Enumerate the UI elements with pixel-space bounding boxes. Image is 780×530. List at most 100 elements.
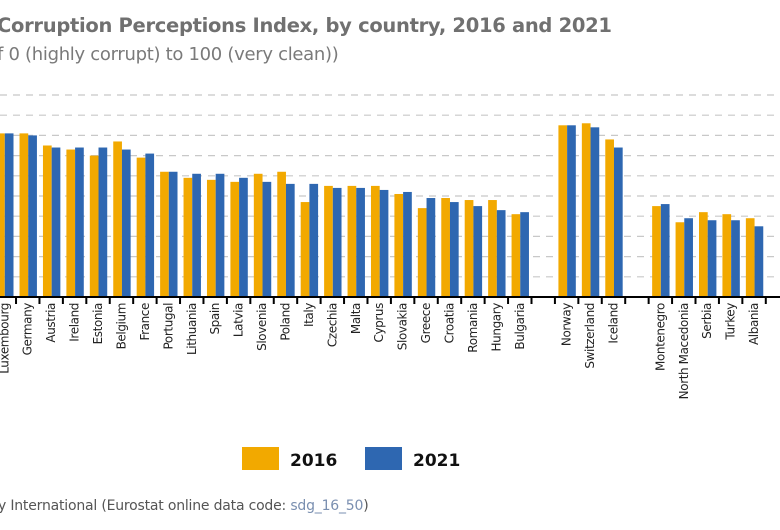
x-tick-label: Slovakia [396, 303, 410, 350]
bar-2021 [145, 153, 155, 297]
x-tick-label: Turkey [724, 303, 738, 341]
bar-2016 [253, 173, 263, 297]
data-code-link[interactable]: sdg_16_50 [290, 498, 364, 514]
x-tick-label: Lithuania [185, 303, 199, 355]
bar-2021 [51, 147, 61, 297]
bar-2021 [309, 183, 319, 297]
bar-2021 [403, 191, 412, 297]
bar-2021 [28, 135, 37, 297]
bar-2016 [89, 155, 99, 297]
x-tick-label: Poland [278, 303, 292, 341]
bar-2021 [262, 181, 272, 297]
x-tick-label: Switzerland [583, 303, 597, 369]
bar-2016 [675, 222, 685, 297]
x-tick-label: Italy [302, 303, 316, 327]
bar-2016 [160, 171, 169, 297]
legend-swatch-2021 [365, 447, 402, 470]
bar-2021 [192, 173, 201, 297]
legend-swatch-2016 [242, 447, 279, 470]
bar-2016 [136, 157, 146, 297]
bar-2016 [206, 179, 216, 297]
x-tick-label: Germany [21, 303, 35, 356]
x-tick-label: Albania [747, 303, 761, 345]
bar-2021 [215, 173, 225, 297]
chart-title: Corruption Perceptions Index, by country… [0, 14, 612, 37]
bar-2021 [121, 149, 131, 297]
bar-2016 [558, 125, 568, 297]
bar-2016 [230, 181, 240, 297]
bar-2021 [707, 220, 717, 297]
x-tick-label: Norway [560, 303, 574, 346]
bar-2021 [754, 226, 764, 297]
bar-2021 [239, 177, 248, 297]
bar-2021 [473, 206, 483, 297]
legend-label: 2016 [290, 451, 337, 471]
x-tick-label: Croatia [442, 303, 456, 343]
x-tick-label: Greece [419, 303, 433, 343]
x-tick-label: Austria [44, 303, 58, 343]
x-tick-label: Belgium [114, 303, 128, 349]
bar-2021 [496, 210, 506, 297]
x-tick-label: Slovenia [255, 303, 269, 351]
bar-2016 [66, 149, 76, 297]
bar-2016 [42, 145, 52, 297]
legend-label: 2021 [413, 451, 460, 471]
bar-2021 [98, 147, 108, 297]
bar-2016 [441, 198, 450, 297]
bar-2016 [488, 200, 497, 297]
bar-2016 [19, 133, 29, 297]
bar-2021 [590, 127, 600, 297]
x-tick-label: Montenegro [653, 303, 667, 371]
bar-2016 [699, 212, 708, 297]
bar-2021 [426, 198, 436, 297]
bar-2016 [277, 171, 286, 297]
x-tick-label: Iceland [606, 303, 620, 344]
source-note: y International (Eurostat online data co… [0, 498, 369, 514]
bar-2016 [464, 200, 474, 297]
bar-2016 [417, 208, 427, 297]
bar-2021 [285, 183, 295, 297]
bar-2021 [4, 133, 14, 297]
x-tick-label: Malta [349, 303, 363, 334]
bar-2016 [347, 185, 357, 297]
x-tick-label: Ireland [68, 303, 82, 342]
x-tick-label: France [138, 303, 152, 341]
bar-2016 [0, 133, 5, 297]
source-tail: ) [363, 498, 369, 514]
bar-2016 [581, 123, 591, 297]
source-text: y International (Eurostat online data co… [0, 498, 291, 514]
bar-2016 [183, 177, 193, 297]
x-tick-label: Czechia [325, 303, 339, 347]
bar-2016 [652, 206, 661, 297]
bar-2021 [449, 202, 459, 297]
bar-2021 [684, 218, 693, 297]
bar-2021 [379, 189, 389, 297]
bar-2016 [745, 218, 755, 297]
bar-2021 [168, 171, 178, 297]
bar-2021 [660, 204, 670, 297]
bar-2021 [332, 187, 342, 297]
bar-2016 [605, 139, 614, 297]
x-tick-label: Hungary [489, 303, 503, 352]
bar-2016 [722, 214, 732, 297]
bar-2016 [300, 202, 310, 297]
bar-2016 [394, 193, 404, 297]
bar-2021 [567, 125, 576, 297]
bar-2021 [356, 187, 365, 297]
x-tick-label: Portugal [161, 303, 175, 350]
x-tick-label: Estonia [91, 303, 105, 344]
bar-2021 [75, 147, 84, 297]
x-tick-label: Bulgaria [513, 303, 527, 350]
bar-2021 [613, 147, 623, 297]
bar-2016 [113, 141, 122, 297]
x-tick-label: Spain [208, 303, 222, 335]
bar-2016 [511, 214, 521, 297]
x-tick-label: Cyprus [372, 303, 386, 343]
x-tick-label: Serbia [700, 303, 714, 339]
bar-2016 [324, 185, 333, 297]
x-tick-label: Luxembourg [0, 303, 11, 374]
bar-2021 [731, 220, 740, 297]
chart-subtitle: f 0 (highly corrupt) to 100 (very clean)… [0, 44, 339, 65]
x-tick-label: Romania [466, 303, 480, 353]
